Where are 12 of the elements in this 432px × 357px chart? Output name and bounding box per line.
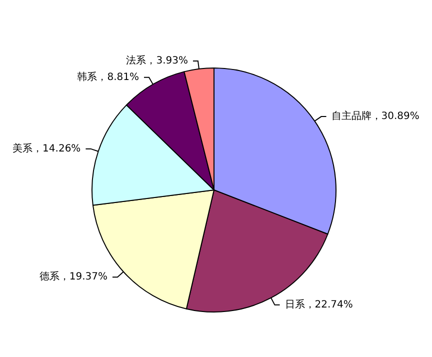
slice-label: 法系 (126, 54, 146, 66)
slice-label: 韩系 (77, 70, 98, 83)
data-label: ，22.74% (304, 299, 353, 310)
slice-label: 自主品牌 (331, 110, 372, 122)
data-label: ，14.26% (32, 143, 81, 154)
slice-label: 美系 (12, 142, 33, 154)
data-label: ，8.81% (97, 72, 139, 83)
slice-label: 德系 (39, 270, 60, 283)
data-label: ，30.89% (371, 111, 420, 122)
data-label: ，3.93% (146, 55, 188, 66)
data-label: ，19.37% (59, 272, 108, 283)
slice-label: 日系 (284, 298, 305, 310)
